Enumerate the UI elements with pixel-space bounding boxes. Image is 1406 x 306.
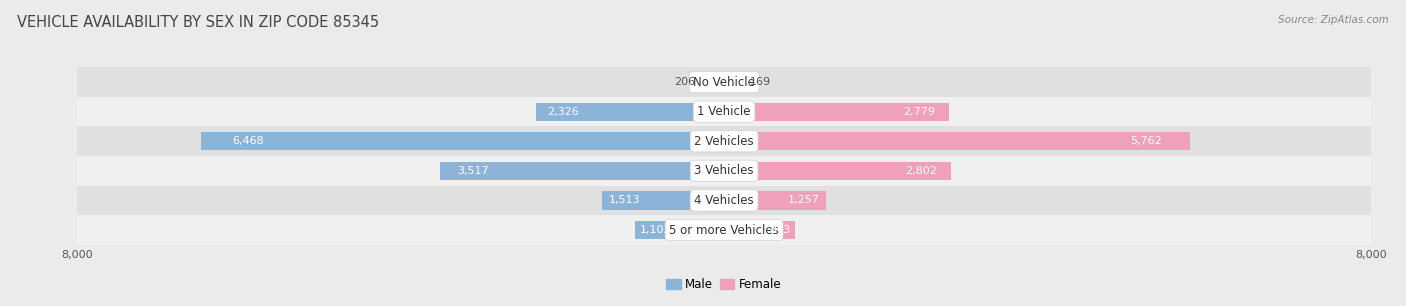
- Text: 1,513: 1,513: [609, 196, 641, 205]
- Legend: Male, Female: Male, Female: [662, 273, 786, 296]
- Text: 3 Vehicles: 3 Vehicles: [695, 164, 754, 177]
- Text: 5 or more Vehicles: 5 or more Vehicles: [669, 223, 779, 237]
- Text: 4 Vehicles: 4 Vehicles: [695, 194, 754, 207]
- Text: 206: 206: [675, 77, 696, 87]
- Bar: [77, 156, 1371, 186]
- Text: 5,762: 5,762: [1130, 136, 1161, 146]
- Bar: [724, 191, 825, 210]
- Text: 2,779: 2,779: [903, 107, 935, 117]
- Bar: [724, 103, 949, 121]
- Text: 2 Vehicles: 2 Vehicles: [695, 135, 754, 148]
- Text: 3,517: 3,517: [457, 166, 488, 176]
- Bar: [440, 162, 724, 180]
- Text: 6,468: 6,468: [232, 136, 264, 146]
- Bar: [724, 132, 1189, 151]
- Bar: [77, 186, 1371, 215]
- Bar: [724, 73, 738, 91]
- Text: 1,103: 1,103: [640, 225, 672, 235]
- Bar: [77, 97, 1371, 126]
- Bar: [77, 215, 1371, 245]
- Bar: [724, 221, 794, 239]
- Bar: [77, 126, 1371, 156]
- Text: 1,257: 1,257: [787, 196, 820, 205]
- Bar: [201, 132, 724, 151]
- Text: 1 Vehicle: 1 Vehicle: [697, 105, 751, 118]
- Bar: [707, 73, 724, 91]
- Text: Source: ZipAtlas.com: Source: ZipAtlas.com: [1278, 15, 1389, 25]
- Text: 169: 169: [749, 77, 770, 87]
- Text: 2,802: 2,802: [905, 166, 936, 176]
- Bar: [724, 162, 950, 180]
- Bar: [536, 103, 724, 121]
- Text: VEHICLE AVAILABILITY BY SEX IN ZIP CODE 85345: VEHICLE AVAILABILITY BY SEX IN ZIP CODE …: [17, 15, 380, 30]
- Bar: [602, 191, 724, 210]
- Text: 873: 873: [769, 225, 790, 235]
- Text: No Vehicle: No Vehicle: [693, 76, 755, 89]
- Text: 2,326: 2,326: [547, 107, 579, 117]
- Bar: [636, 221, 724, 239]
- Bar: [77, 67, 1371, 97]
